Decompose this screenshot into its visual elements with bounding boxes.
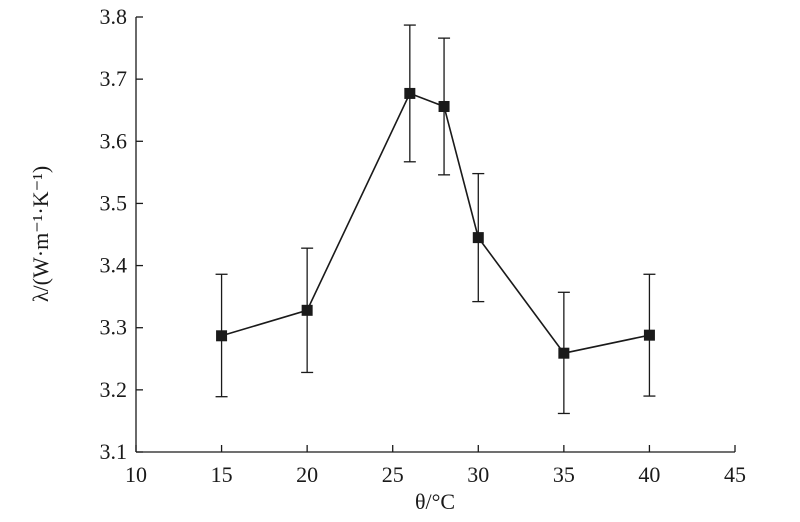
x-tick-label: 15 (211, 462, 233, 487)
data-point-marker (472, 232, 484, 244)
error-bars (215, 24, 656, 415)
series-line (221, 92, 650, 355)
x-tick-label: 10 (125, 462, 147, 487)
x-tick-label: 45 (724, 462, 746, 487)
y-tick-label: 3.7 (100, 66, 128, 91)
y-tick-label: 3.3 (100, 315, 128, 340)
x-tick-label: 25 (382, 462, 404, 487)
y-tick-label: 3.6 (100, 128, 128, 153)
x-ticks: 10 15 20 25 30 35 40 45 (125, 445, 746, 487)
x-tick-label: 35 (553, 462, 575, 487)
y-tick-label: 3.4 (100, 253, 128, 278)
x-tick-label: 40 (638, 462, 660, 487)
x-tick-label: 20 (296, 462, 318, 487)
y-ticks: 3.1 3.2 3.3 3.4 3.5 3.6 3.7 3.8 (100, 4, 143, 464)
data-point-marker (438, 100, 450, 112)
x-axis-label: θ/°C (415, 489, 455, 514)
data-point-marker (216, 330, 228, 342)
y-tick-label: 3.8 (100, 4, 128, 29)
axes (135, 17, 735, 453)
data-point-marker (404, 87, 416, 99)
data-markers (216, 87, 655, 359)
data-point-marker (558, 347, 570, 359)
x-tick-label: 30 (467, 462, 489, 487)
data-point-marker (301, 304, 313, 316)
y-axis-label: λ/(W·m⁻¹·K⁻¹) (28, 166, 53, 302)
y-tick-label: 3.2 (100, 377, 128, 402)
y-tick-label: 3.1 (100, 439, 128, 464)
y-tick-label: 3.5 (100, 190, 128, 215)
data-point-marker (643, 329, 655, 341)
